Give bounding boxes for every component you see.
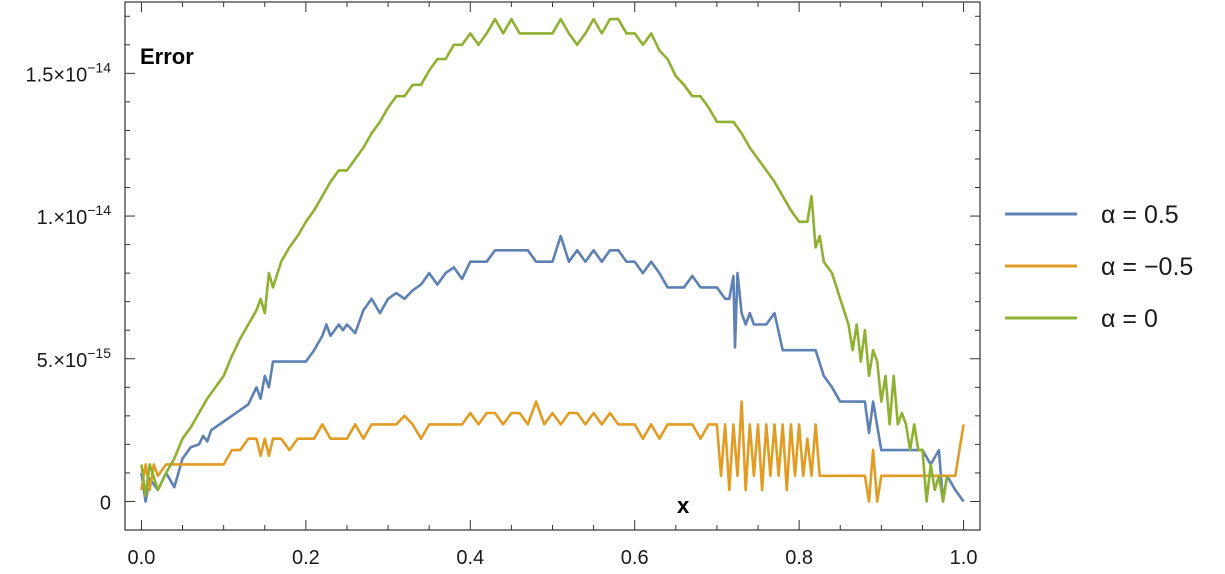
y-tick-label: 1.5×10−14: [26, 59, 112, 86]
legend-label: α = 0.5: [1101, 201, 1179, 229]
x-axis-title: x: [677, 493, 690, 518]
y-tick-mantissa: 1.×10: [37, 207, 88, 229]
y-tick-label: 0: [100, 492, 111, 514]
legend: α = 0.5 α = −0.5 α = 0: [1005, 201, 1193, 333]
y-tick-mantissa: 0: [100, 492, 111, 514]
y-tick-exponent: −15: [87, 345, 111, 361]
x-tick-label: 0.2: [292, 547, 320, 569]
y-tick-label: 5.×10−15: [37, 345, 112, 372]
axis-ticks: [125, 2, 980, 530]
y-tick-mantissa: 1.5×10: [26, 64, 88, 86]
series-lines: [140, 17, 965, 503]
y-tick-exponent: −14: [87, 202, 111, 218]
y-tick-mantissa: 5.×10: [37, 350, 88, 372]
tick-labels: 0.0 0.2 0.4 0.6 0.8 1.005.×10−151.×10−141.5×1…: [26, 59, 978, 569]
y-axis-title: Error: [140, 44, 194, 69]
x-tick-label: 0.6: [621, 547, 649, 569]
legend-label: α = 0: [1101, 305, 1158, 333]
series-line-1: [140, 400, 965, 503]
x-tick-label: 0.8: [785, 547, 813, 569]
x-tick-label: 1.0: [950, 547, 978, 569]
y-tick-exponent: −14: [87, 59, 111, 75]
plot-border: [124, 1, 981, 531]
x-tick-label: 0.0: [128, 547, 156, 569]
x-tick-label: 0.4: [456, 547, 484, 569]
series-line-2: [140, 17, 949, 503]
legend-label: α = −0.5: [1101, 253, 1193, 281]
y-tick-label: 1.×10−14: [37, 202, 112, 229]
plot-frame: [124, 1, 981, 531]
series-line-0: [140, 234, 965, 503]
